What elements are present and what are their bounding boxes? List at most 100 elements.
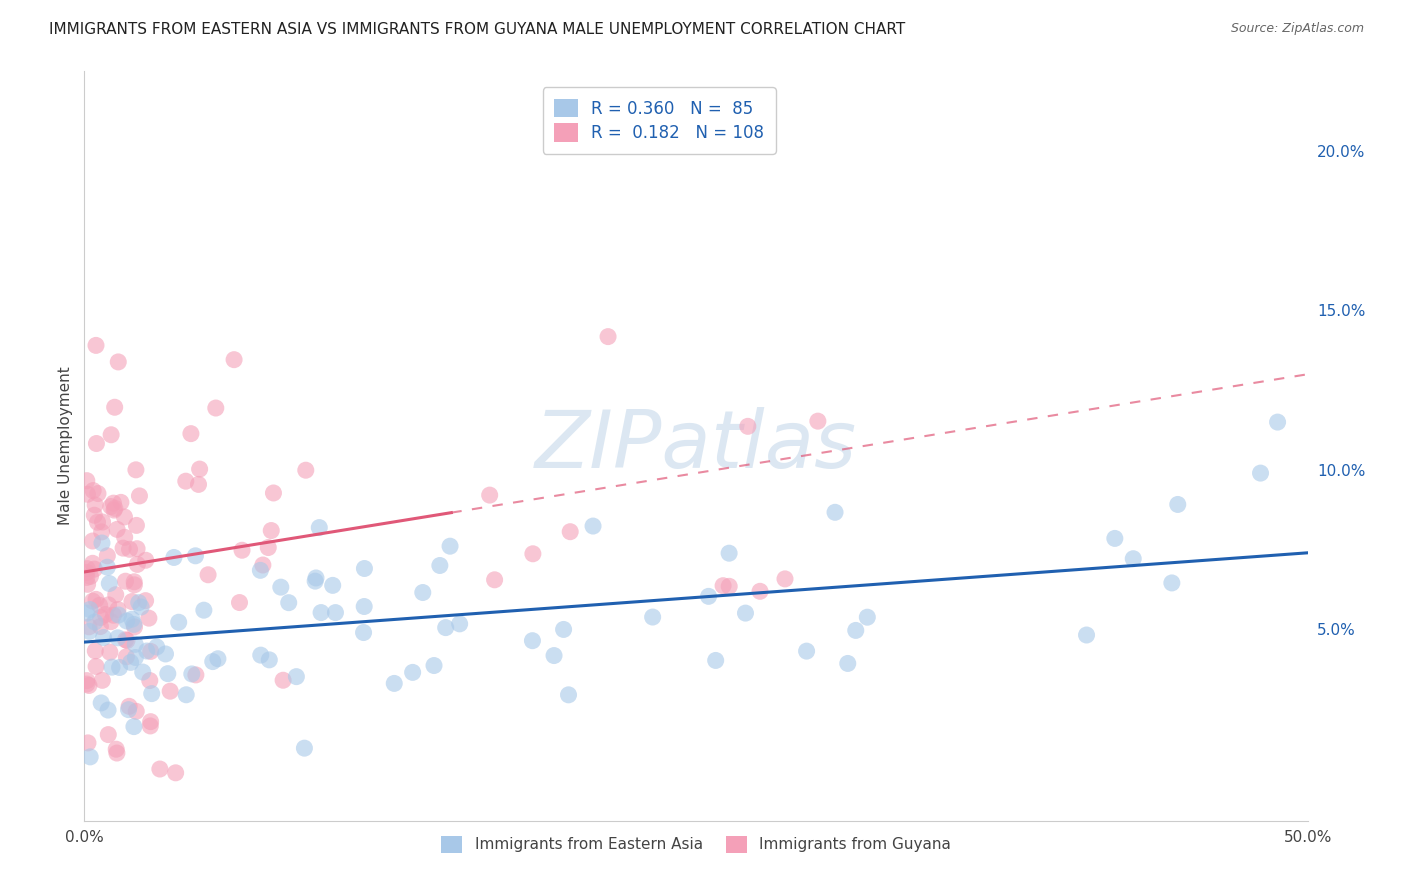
- Point: [101, 660, 124, 674]
- Point: [277, 596, 299, 610]
- Point: [90, 696, 112, 710]
- Point: [856, 610, 879, 624]
- Point: [252, 558, 274, 572]
- Point: [353, 625, 375, 640]
- Point: [294, 463, 316, 477]
- Point: [76, 673, 98, 688]
- Point: [120, 656, 142, 670]
- Point: [135, 644, 157, 658]
- Point: [108, 660, 131, 674]
- Point: [107, 355, 129, 369]
- Point: [145, 640, 167, 654]
- Point: [128, 489, 150, 503]
- Point: [260, 524, 283, 538]
- Point: [122, 574, 145, 589]
- Point: [83, 508, 105, 523]
- Point: [96, 560, 118, 574]
- Point: [118, 542, 141, 557]
- Point: [124, 578, 146, 592]
- Point: [141, 687, 163, 701]
- Point: [89, 619, 111, 633]
- Point: [98, 576, 121, 591]
- Point: [122, 720, 145, 734]
- Point: [325, 606, 347, 620]
- Point: [84, 338, 107, 352]
- Point: [197, 567, 219, 582]
- Point: [107, 602, 129, 616]
- Point: [257, 541, 280, 555]
- Point: [138, 611, 160, 625]
- Point: [522, 633, 544, 648]
- Point: [139, 714, 162, 729]
- Text: ZIPatlas: ZIPatlas: [534, 407, 858, 485]
- Point: [188, 462, 211, 476]
- Point: [249, 648, 271, 662]
- Point: [156, 666, 179, 681]
- Point: [132, 665, 155, 679]
- Point: [749, 584, 772, 599]
- Point: [560, 524, 582, 539]
- Point: [124, 637, 146, 651]
- Point: [86, 515, 108, 529]
- Point: [96, 549, 118, 563]
- Point: [231, 543, 253, 558]
- Point: [107, 631, 129, 645]
- Point: [704, 653, 727, 667]
- Point: [83, 562, 105, 576]
- Point: [83, 615, 105, 629]
- Point: [77, 678, 100, 692]
- Point: [100, 615, 122, 629]
- Point: [773, 572, 796, 586]
- Point: [82, 594, 104, 608]
- Point: [87, 486, 110, 500]
- Point: [104, 588, 127, 602]
- Point: [103, 608, 125, 623]
- Point: [79, 569, 101, 583]
- Point: [129, 600, 152, 615]
- Point: [77, 736, 100, 750]
- Point: [1076, 628, 1098, 642]
- Point: [121, 594, 143, 608]
- Point: [180, 426, 202, 441]
- Point: [97, 728, 120, 742]
- Point: [449, 616, 471, 631]
- Point: [1122, 551, 1144, 566]
- Legend: Immigrants from Eastern Asia, Immigrants from Guyana: Immigrants from Eastern Asia, Immigrants…: [432, 827, 960, 862]
- Point: [1104, 532, 1126, 546]
- Point: [557, 688, 579, 702]
- Point: [112, 541, 135, 555]
- Point: [115, 649, 138, 664]
- Point: [1250, 466, 1272, 480]
- Point: [139, 673, 162, 688]
- Point: [124, 620, 146, 634]
- Point: [522, 547, 544, 561]
- Point: [104, 501, 127, 516]
- Point: [734, 606, 756, 620]
- Point: [114, 574, 136, 589]
- Point: [845, 624, 868, 638]
- Point: [125, 704, 148, 718]
- Text: Source: ZipAtlas.com: Source: ZipAtlas.com: [1230, 22, 1364, 36]
- Point: [110, 495, 132, 509]
- Point: [100, 427, 122, 442]
- Point: [305, 571, 328, 585]
- Point: [86, 436, 108, 450]
- Point: [412, 585, 434, 599]
- Point: [222, 352, 245, 367]
- Point: [204, 401, 226, 415]
- Point: [90, 524, 112, 539]
- Point: [824, 505, 846, 519]
- Text: IMMIGRANTS FROM EASTERN ASIA VS IMMIGRANTS FROM GUYANA MALE UNEMPLOYMENT CORRELA: IMMIGRANTS FROM EASTERN ASIA VS IMMIGRAN…: [49, 22, 905, 37]
- Point: [163, 550, 186, 565]
- Point: [1160, 576, 1182, 591]
- Point: [201, 655, 224, 669]
- Point: [439, 539, 461, 553]
- Point: [193, 603, 215, 617]
- Point: [76, 570, 98, 584]
- Point: [122, 617, 145, 632]
- Point: [596, 329, 619, 343]
- Point: [91, 515, 114, 529]
- Point: [79, 602, 101, 616]
- Point: [207, 651, 229, 665]
- Point: [82, 557, 104, 571]
